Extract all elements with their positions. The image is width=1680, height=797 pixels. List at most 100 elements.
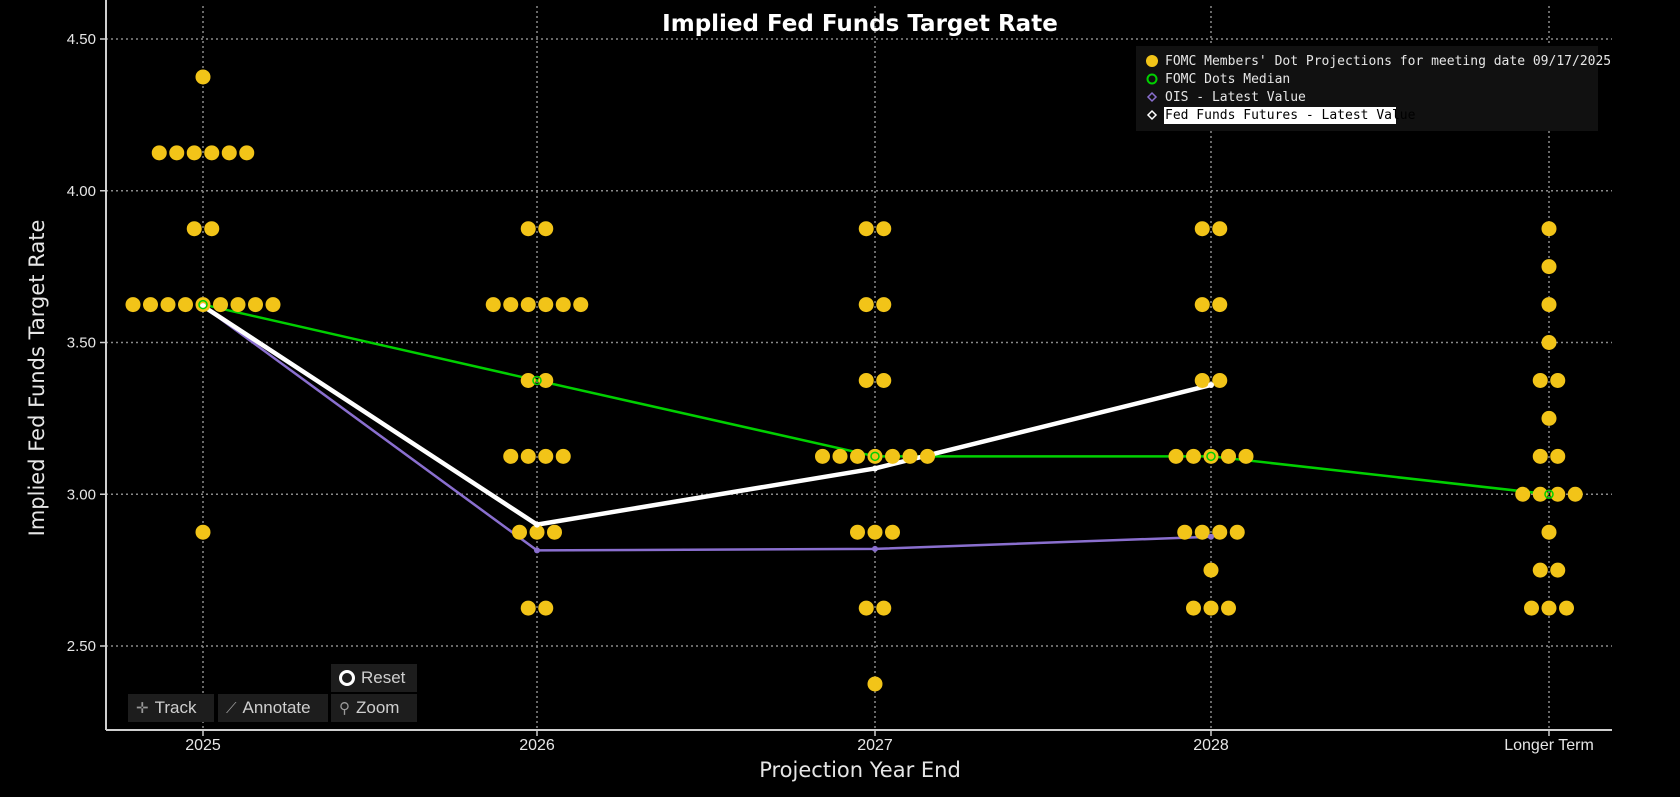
dot-projection: [1238, 448, 1254, 464]
dot-projection: [538, 600, 554, 616]
dot-projection: [520, 297, 536, 313]
dot-projection: [1221, 600, 1236, 616]
dot-projection: [876, 221, 892, 237]
dot-projection: [1567, 486, 1583, 502]
track-label: Track: [154, 698, 197, 717]
y-tick-label: 4.50: [67, 31, 96, 48]
dot-projection: [1515, 486, 1531, 502]
dot-projection: [1194, 524, 1210, 540]
dot-projection: [538, 297, 554, 313]
dot-projection: [858, 297, 874, 313]
median-marker: [532, 375, 542, 386]
dot-projection: [485, 297, 501, 313]
x-tick-label: 2026: [519, 737, 555, 754]
dot-projection: [503, 448, 519, 464]
x-tick-label: 2028: [1193, 737, 1229, 754]
dot-projection: [248, 297, 263, 313]
dot-projection: [1194, 297, 1210, 313]
dot-projection: [1186, 448, 1201, 464]
dot-projection: [1212, 221, 1228, 237]
legend-label: FOMC Members' Dot Projections for meetin…: [1165, 54, 1611, 69]
dot-projection: [169, 145, 185, 161]
series-line-ois-latest-value: [202, 305, 1212, 552]
dot-projection: [204, 145, 220, 161]
dot-projection: [265, 297, 281, 313]
dot-projection: [1541, 410, 1557, 426]
series-point: [872, 465, 878, 472]
dot-projection: [230, 297, 246, 313]
reset-button[interactable]: Reset: [331, 664, 417, 692]
dot-projection: [547, 524, 562, 540]
series-point: [1208, 381, 1214, 388]
legend-diamond-marker: [1146, 109, 1158, 121]
chart-title: Implied Fed Funds Target Rate: [662, 11, 1058, 37]
legend-label: FOMC Dots Median: [1165, 72, 1290, 87]
dot-projection: [195, 69, 211, 85]
legend-diamond-marker: [1146, 91, 1158, 103]
dot-projection: [850, 448, 865, 464]
dot-projection: [1212, 297, 1228, 313]
dot-projection: [1532, 372, 1548, 388]
dot-projection: [186, 145, 202, 161]
series-point: [200, 303, 206, 310]
dot-projection: [1532, 448, 1548, 464]
y-axis-label: Implied Fed Funds Target Rate: [25, 220, 49, 537]
dot-projection: [1524, 600, 1539, 616]
series-point: [534, 547, 540, 554]
dot-projections: [125, 69, 1583, 692]
y-tick-label: 2.50: [67, 638, 96, 655]
dot-projection: [867, 676, 883, 692]
dot-projection: [195, 524, 211, 540]
x-axis-label: Projection Year End: [759, 758, 961, 782]
dot-projection: [920, 448, 935, 464]
dot-projection: [1541, 335, 1557, 350]
dot-projection: [529, 524, 545, 540]
dot-projection: [1194, 372, 1210, 388]
annotate-button[interactable]: ⟋ Annotate: [218, 694, 328, 722]
dot-projection: [876, 297, 892, 313]
dot-projection: [204, 221, 220, 237]
x-tick-label: Longer Term: [1504, 737, 1594, 754]
dot-projection: [858, 221, 874, 237]
dot-projection: [1541, 221, 1557, 237]
dot-projection: [143, 297, 158, 313]
median-marker: [198, 299, 208, 310]
dot-projection: [876, 372, 892, 388]
legend-label: Fed Funds Futures - Latest Value: [1165, 108, 1416, 123]
zoom-button[interactable]: ⚲ Zoom: [331, 694, 417, 722]
dot-projection: [503, 297, 519, 313]
track-button[interactable]: ✛ Track: [128, 694, 214, 722]
dot-projection: [1186, 600, 1201, 616]
dot-projection: [876, 600, 892, 616]
dot-projection: [239, 145, 255, 161]
dot-projection: [867, 448, 883, 464]
y-tick-label: 3.00: [67, 486, 96, 503]
dot-projection: [221, 145, 237, 161]
dot-projection: [555, 448, 571, 464]
series-point: [1208, 533, 1214, 540]
dot-projection: [160, 297, 176, 313]
dot-projection: [178, 297, 193, 313]
annotate-label: Annotate: [242, 698, 311, 717]
dot-projection: [1212, 524, 1228, 540]
dot-projection: [1203, 562, 1219, 578]
dot-projection: [1550, 448, 1566, 464]
dot-projection: [832, 448, 848, 464]
dot-projection: [1168, 448, 1184, 464]
dot-projection: [1550, 562, 1566, 578]
dot-projection: [186, 221, 202, 237]
dot-projection: [1532, 562, 1548, 578]
median-marker: [1544, 489, 1554, 499]
dot-projection: [555, 297, 571, 313]
zoom-label: Zoom: [356, 698, 400, 717]
dot-projection: [1177, 524, 1193, 540]
dot-projection: [512, 524, 527, 540]
dot-projection: [1541, 524, 1557, 540]
dot-projection: [1541, 259, 1557, 275]
dot-projection: [885, 524, 900, 540]
magnifier-icon: ⚲: [339, 700, 350, 717]
dot-projection: [902, 448, 918, 464]
legend-highlight: [1164, 107, 1396, 124]
dot-projection: [1221, 448, 1236, 464]
